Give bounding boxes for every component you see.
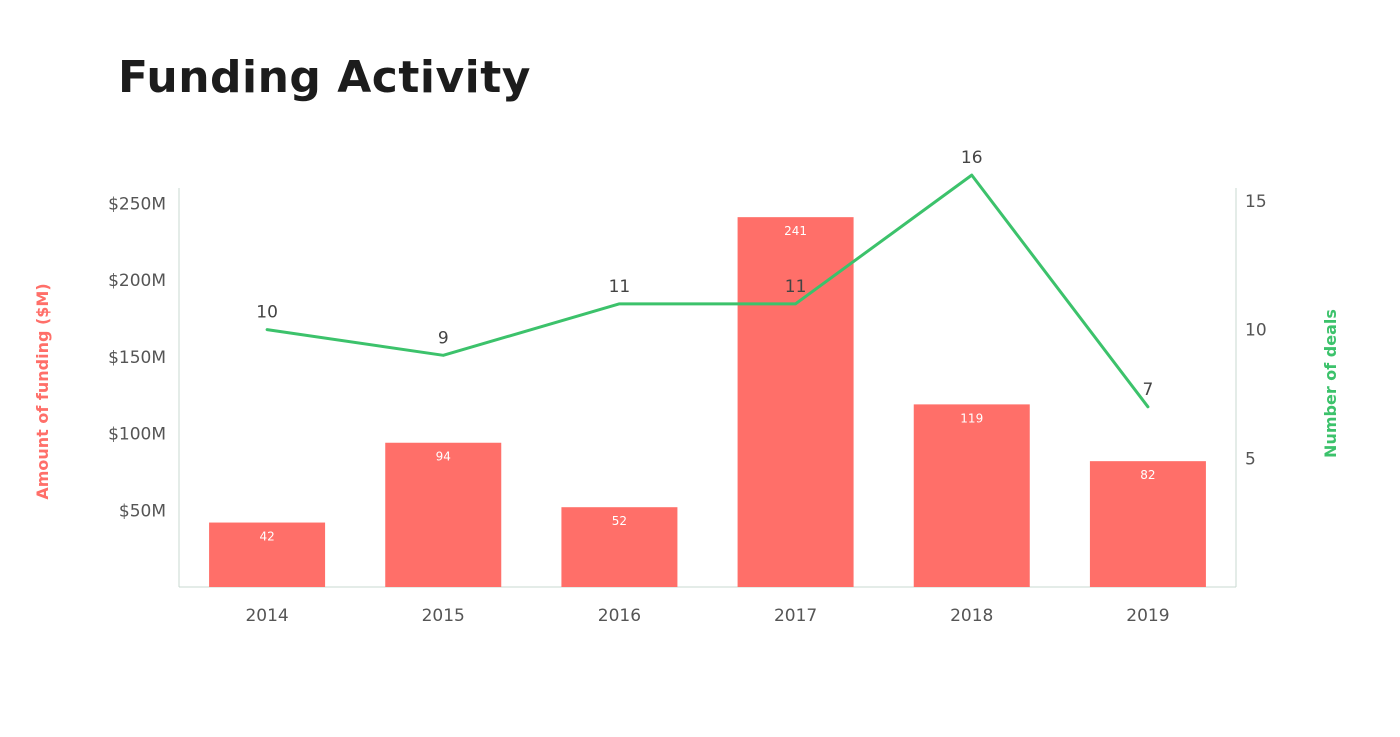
bar-value-label-2017: 241	[784, 224, 807, 238]
deals-value-label-2015: 9	[438, 328, 449, 348]
x-tick-label: 2016	[598, 606, 641, 626]
left-tick-label: $250M	[108, 194, 166, 214]
axes	[178, 188, 1237, 588]
left-axis-title: Amount of funding ($M)	[33, 283, 52, 499]
right-tick-label: 10	[1245, 321, 1267, 341]
right-axis-title: Number of deals	[1321, 309, 1340, 458]
deals-value-label-2017: 11	[785, 277, 807, 297]
deals-value-label-2019: 7	[1143, 380, 1154, 400]
bar-2014	[209, 522, 326, 587]
axis-titles: Amount of funding ($M) Number of deals	[33, 283, 1340, 499]
tick-labels: $50M $100M $150M $200M $250M 5 10 15 2014 2015 201…	[108, 192, 1267, 626]
bar-value-label-2015: 94	[436, 450, 451, 464]
bar-2016	[561, 507, 678, 587]
right-tick-label: 15	[1245, 192, 1267, 212]
bar-2019	[1089, 461, 1206, 587]
deals-value-label-2018: 16	[961, 148, 983, 168]
deals-line	[265, 173, 1150, 409]
left-tick-label: $200M	[108, 271, 166, 291]
x-tick-label: 2017	[774, 606, 817, 626]
deals-value-label-2016: 11	[609, 277, 631, 297]
x-tick-label: 2014	[245, 606, 288, 626]
x-tick-label: 2015	[422, 606, 465, 626]
bar-2017	[737, 217, 854, 587]
bar-2015	[385, 442, 502, 587]
line-labels: 10 9 11 11 16 7	[256, 148, 1153, 400]
x-tick-label: 2019	[1126, 606, 1169, 626]
bar-2018	[913, 404, 1030, 587]
deals-line-path	[265, 173, 1150, 409]
x-tick-label: 2018	[950, 606, 993, 626]
left-tick-label: $50M	[119, 501, 166, 521]
bar-value-label-2019: 82	[1140, 468, 1155, 482]
left-tick-label: $100M	[108, 425, 166, 445]
right-tick-label: 5	[1245, 449, 1256, 469]
bar-value-label-2018: 119	[960, 411, 983, 425]
bar-value-label-2016: 52	[612, 514, 627, 528]
bar-value-label-2014: 42	[259, 530, 274, 544]
deals-value-label-2014: 10	[256, 303, 278, 323]
left-tick-label: $150M	[108, 348, 166, 368]
chart-title: Funding Activity	[118, 52, 531, 103]
bars	[209, 217, 1206, 587]
